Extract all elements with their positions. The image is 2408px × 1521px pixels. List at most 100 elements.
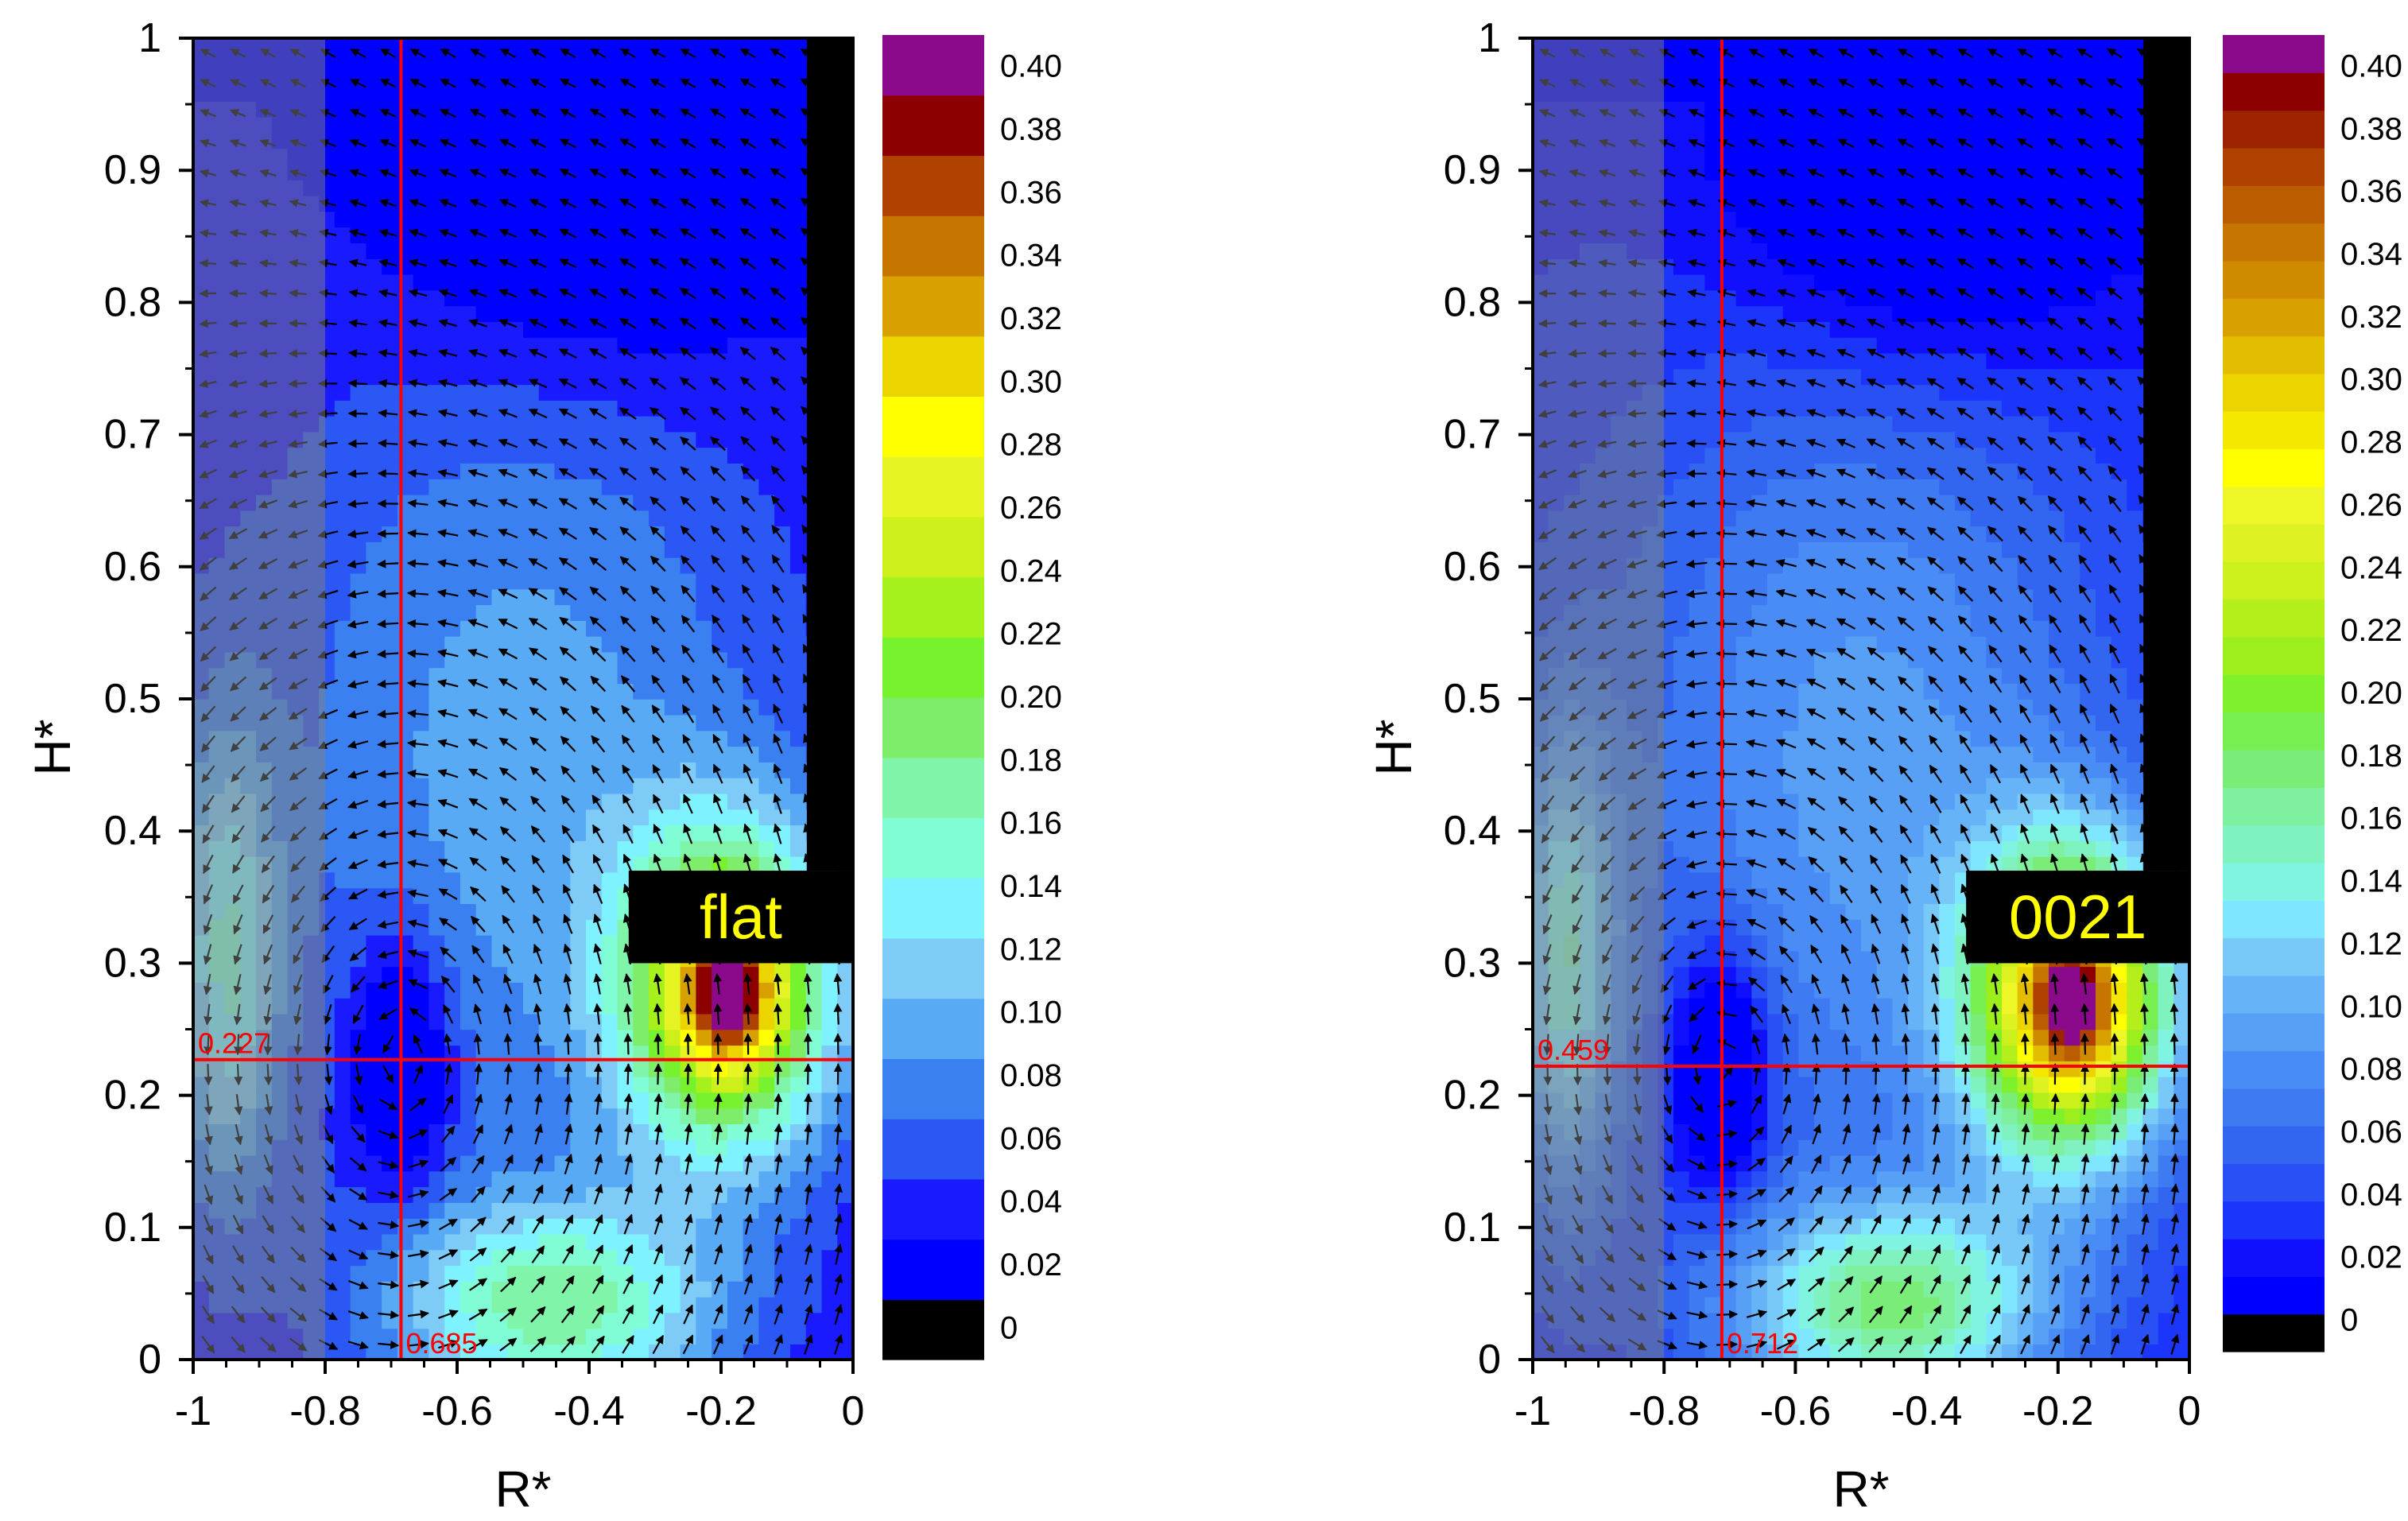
contour-cell — [633, 1344, 650, 1360]
contour-cell — [538, 1013, 556, 1030]
contour-cell — [366, 274, 382, 291]
contour-cell — [350, 38, 367, 55]
contour-cell — [491, 1154, 509, 1172]
contour-cell — [334, 336, 351, 354]
contour-cell — [633, 714, 650, 731]
contour-cell — [758, 431, 775, 448]
contour-cell — [444, 85, 461, 102]
contour-cell — [413, 934, 430, 952]
contour-cell — [428, 321, 445, 338]
contour-cell — [554, 714, 572, 731]
contour-cell — [507, 211, 524, 228]
colorbar-band — [882, 998, 984, 1059]
colorbar-tick-label: 0.02 — [1000, 1247, 1062, 1282]
contour-cell — [743, 1139, 760, 1156]
contour-cell — [570, 211, 587, 228]
contour-cell — [366, 1061, 382, 1077]
contour-cell — [350, 116, 367, 134]
contour-cell — [491, 53, 509, 71]
contour-cell — [774, 1092, 791, 1109]
contour-cell — [491, 982, 509, 999]
contour-cell — [334, 132, 351, 149]
contour-cell — [444, 1061, 461, 1077]
contour-cell — [413, 132, 430, 149]
contour-cell — [601, 526, 618, 542]
contour-cell — [366, 777, 382, 794]
contour-cell — [758, 856, 775, 873]
contour-cell — [633, 101, 650, 118]
contour-cell — [617, 274, 634, 291]
contour-cell — [507, 683, 524, 700]
contour-cell — [570, 934, 587, 952]
vector-arrow — [347, 469, 368, 479]
contour-cell — [350, 840, 367, 857]
contour-cell — [601, 714, 618, 731]
contour-cell — [664, 604, 681, 621]
contour-cell — [664, 856, 681, 873]
contour-cell — [617, 604, 634, 621]
contour-cell — [617, 1139, 634, 1156]
contour-cell — [382, 85, 398, 102]
contour-cell — [727, 699, 744, 716]
contour-cell — [789, 1123, 807, 1140]
contour-cell — [649, 1092, 665, 1109]
contour-cell — [664, 180, 681, 196]
contour-cell — [586, 1013, 603, 1030]
y-tick-label: 0.7 — [104, 412, 161, 458]
contour-cell — [601, 825, 618, 841]
contour-cell — [601, 1296, 618, 1313]
contour-cell — [428, 227, 445, 244]
contour-cell — [475, 1108, 493, 1125]
colorbar-band — [882, 35, 984, 96]
contour-cell — [413, 116, 430, 134]
contour-cell — [617, 730, 634, 747]
contour-cell — [586, 479, 603, 495]
contour-cell — [570, 368, 587, 386]
contour-cell — [523, 887, 540, 905]
contour-cell — [334, 762, 351, 778]
contour-cell — [444, 809, 461, 826]
contour-cell — [664, 431, 681, 448]
contour-cell — [601, 1139, 618, 1156]
contour-cell — [789, 321, 807, 338]
vector-arrow — [833, 1033, 843, 1055]
contour-cell — [413, 840, 430, 857]
contour-cell — [538, 825, 556, 841]
contour-cell — [727, 651, 744, 669]
contour-cell — [789, 1281, 807, 1298]
contour-cell — [523, 1296, 540, 1313]
contour-cell — [554, 903, 572, 920]
contour-cell — [382, 840, 398, 857]
contour-cell — [601, 305, 618, 322]
contour-cell — [475, 148, 493, 165]
contour-cell — [727, 321, 744, 338]
contour-cell — [633, 1029, 650, 1046]
contour-cell — [538, 966, 556, 983]
contour-cell — [382, 1061, 398, 1077]
contour-cell — [633, 211, 650, 228]
contour-cell — [523, 1170, 540, 1188]
contour-cell — [475, 289, 493, 307]
contour-cell — [712, 400, 728, 417]
contour-cell — [758, 557, 775, 574]
contour-cell — [789, 1249, 807, 1267]
contour-cell — [664, 164, 681, 180]
contour-cell — [428, 148, 445, 165]
contour-cell — [617, 195, 634, 212]
contour-cell — [334, 1312, 351, 1329]
contour-cell — [758, 777, 775, 794]
contour-cell — [523, 840, 540, 857]
contour-cell — [837, 1186, 853, 1203]
contour-cell — [523, 479, 540, 495]
colorbar-tick-label: 0.10 — [1000, 995, 1062, 1030]
contour-cell — [680, 38, 697, 55]
contour-cell — [617, 258, 634, 275]
contour-cell — [491, 510, 509, 527]
contour-cell — [334, 1344, 351, 1360]
contour-cell — [586, 38, 603, 55]
contour-cell — [491, 321, 509, 338]
contour-cell — [538, 85, 556, 102]
contour-cell — [774, 305, 791, 322]
contour-cell — [743, 1029, 760, 1046]
